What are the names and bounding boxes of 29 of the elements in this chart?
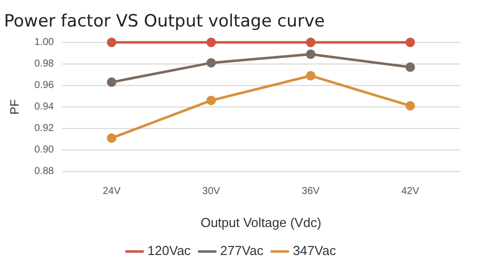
point	[206, 38, 216, 48]
y-tick-label: 0.90	[34, 144, 54, 156]
point	[306, 49, 316, 59]
point	[206, 96, 216, 106]
legend-label: 347Vac	[292, 243, 336, 258]
point	[306, 70, 316, 80]
y-tick-label: 0.94	[34, 102, 54, 113]
x-tick-label: 24V	[102, 186, 121, 198]
x-axis-title: Output Voltage (Vdc)	[200, 214, 322, 230]
point	[306, 38, 316, 48]
point	[405, 101, 415, 111]
point	[405, 62, 415, 72]
y-tick-label: 1.00	[34, 37, 54, 48]
point	[106, 38, 116, 48]
point	[106, 133, 116, 143]
y-tick-label: 0.98	[34, 58, 54, 70]
chart-title: Power factor VS Output voltage curve	[4, 12, 325, 32]
point	[106, 77, 116, 87]
legend-label: 277Vac	[220, 243, 264, 258]
legend-label: 120Vac	[148, 243, 192, 258]
y-axis-title: PF	[8, 99, 22, 115]
y-tick-label: 0.92	[34, 123, 54, 134]
x-tick-label: 30V	[202, 186, 220, 198]
y-tick-label: 0.88	[34, 166, 54, 178]
x-tick-label: 36V	[302, 186, 320, 198]
point	[405, 38, 415, 48]
y-tick-label: 0.96	[34, 80, 54, 92]
x-tick-label: 42V	[401, 186, 420, 198]
point	[206, 58, 216, 68]
